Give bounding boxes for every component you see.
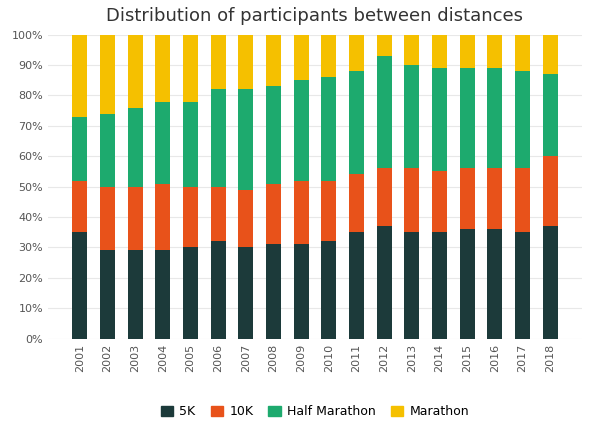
Bar [432,232,447,339]
Bar [515,71,530,168]
Bar [293,181,309,244]
Bar [211,241,226,339]
Bar [266,86,281,184]
Bar [183,35,198,102]
Bar [487,35,502,68]
Title: Distribution of participants between distances: Distribution of participants between dis… [107,7,523,25]
Bar [72,35,88,117]
Bar [183,187,198,247]
Bar [211,89,226,187]
Bar [266,244,281,339]
Bar [404,35,419,65]
Bar [293,80,309,181]
Bar [404,168,419,232]
Bar [155,35,170,102]
Bar [238,89,253,190]
Bar [100,114,115,187]
Bar [155,250,170,339]
Bar [377,168,392,226]
Bar [128,187,143,250]
Bar [515,232,530,339]
Bar [404,232,419,339]
Bar [460,229,475,339]
Bar [432,35,447,68]
Bar [72,232,88,339]
Bar [128,250,143,339]
Bar [128,108,143,187]
Bar [72,117,88,181]
Bar [100,250,115,339]
Bar [487,68,502,168]
Bar [487,229,502,339]
Bar [377,56,392,168]
Bar [128,35,143,108]
Bar [211,187,226,241]
Bar [515,35,530,71]
Bar [183,102,198,187]
Bar [377,226,392,339]
Bar [404,65,419,168]
Bar [266,35,281,86]
Bar [155,102,170,184]
Bar [542,156,558,226]
Bar [266,184,281,244]
Bar [155,184,170,250]
Bar [349,174,364,232]
Bar [349,35,364,71]
Bar [211,35,226,89]
Bar [487,168,502,229]
Bar [321,181,337,241]
Bar [349,232,364,339]
Bar [542,226,558,339]
Bar [460,68,475,168]
Bar [321,77,337,181]
Bar [238,35,253,89]
Bar [460,168,475,229]
Bar [542,35,558,74]
Bar [377,35,392,56]
Bar [72,181,88,232]
Bar [349,71,364,174]
Bar [100,187,115,250]
Bar [293,35,309,80]
Bar [321,241,337,339]
Bar [515,168,530,232]
Bar [542,74,558,156]
Bar [238,190,253,247]
Bar [183,247,198,339]
Bar [321,35,337,77]
Bar [293,244,309,339]
Bar [432,68,447,171]
Bar [238,247,253,339]
Bar [460,35,475,68]
Legend: 5K, 10K, Half Marathon, Marathon: 5K, 10K, Half Marathon, Marathon [156,401,474,424]
Bar [432,171,447,232]
Bar [100,35,115,114]
